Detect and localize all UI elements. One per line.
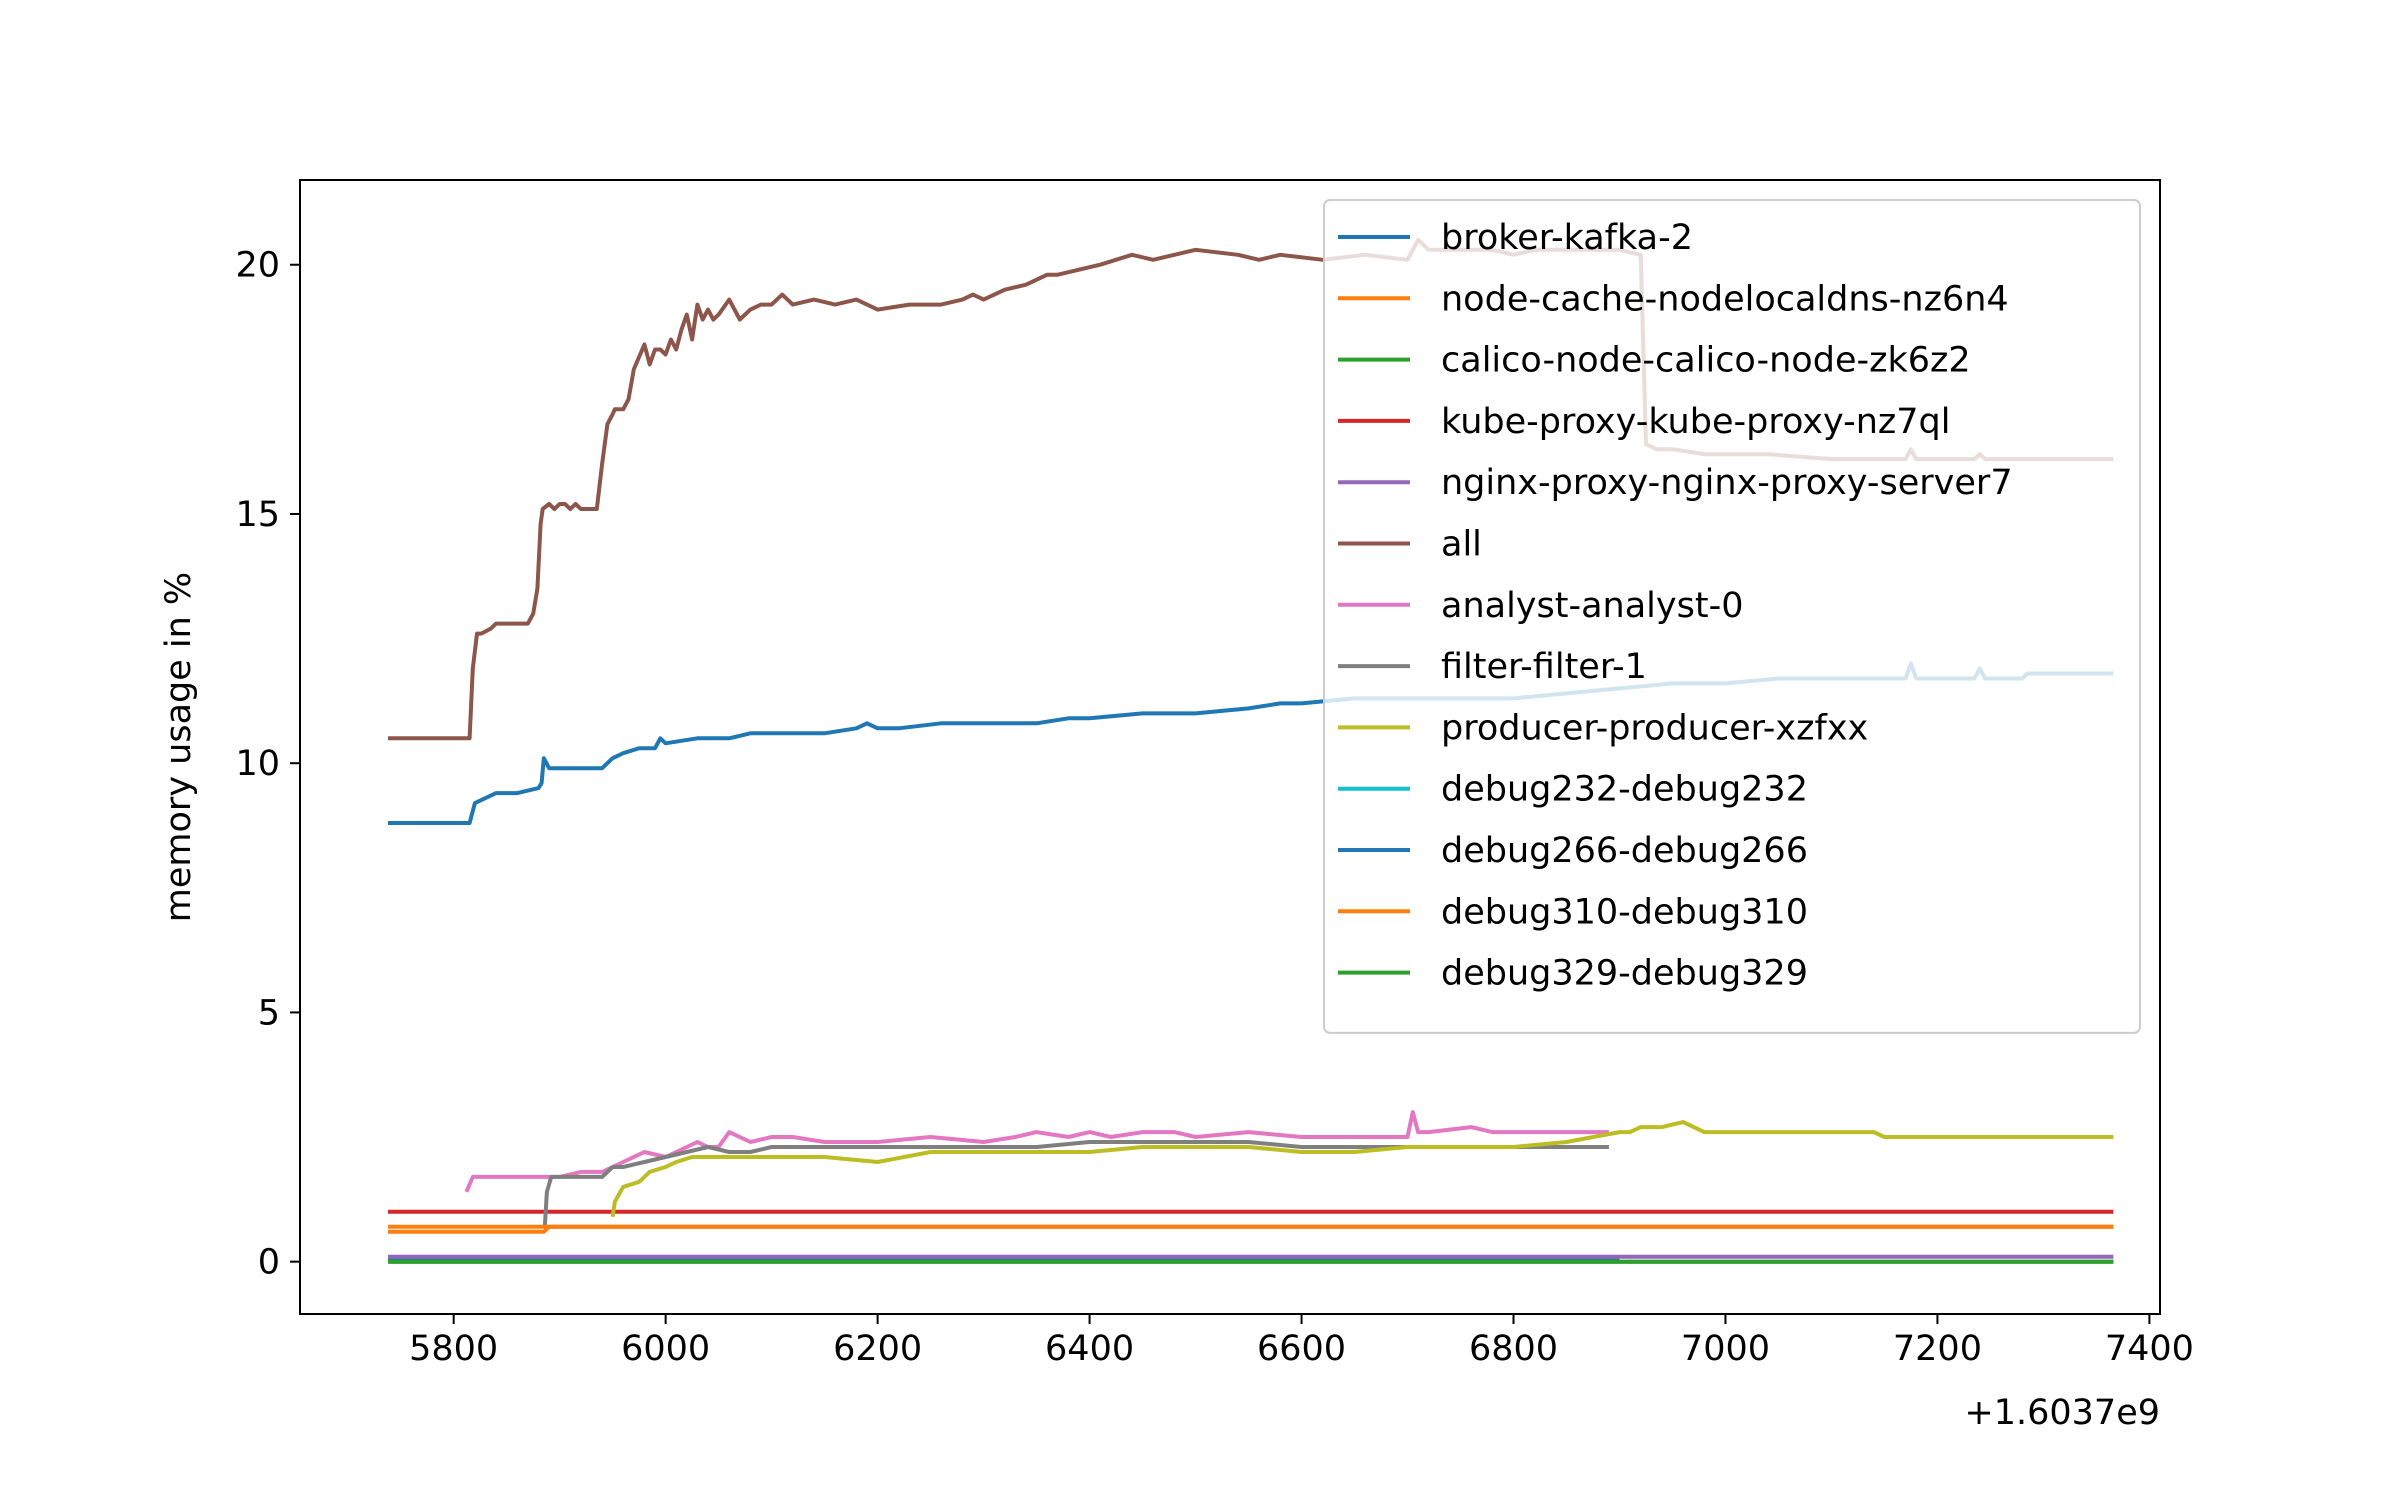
legend-label: kube-proxy-kube-proxy-nz7ql <box>1441 402 1951 442</box>
y-tick-label: 0 <box>258 1243 280 1283</box>
legend: broker-kafka-2 node-cache-nodelocaldns-nz… <box>1323 199 2141 1034</box>
x-tick-label: 5800 <box>409 1329 498 1369</box>
x-offset-label: +1.6037e9 <box>1964 1393 2160 1433</box>
y-tick-label: 5 <box>258 993 280 1033</box>
x-tick-label: 6800 <box>1469 1329 1558 1369</box>
x-tick-label: 7400 <box>2105 1329 2194 1369</box>
x-tick-label: 6400 <box>1045 1329 1134 1369</box>
legend-label: calico-node-calico-node-zk6z2 <box>1441 341 1971 381</box>
legend-label: broker-kafka-2 <box>1441 218 1693 258</box>
x-tick-label: 6600 <box>1257 1329 1346 1369</box>
legend-label: debug329-debug329 <box>1441 954 1808 994</box>
x-tick-label: 6200 <box>833 1329 922 1369</box>
y-axis-label: memory usage in % <box>159 572 199 922</box>
legend-label: debug232-debug232 <box>1441 770 1808 810</box>
y-axis: 0 5 10 15 20 <box>235 246 300 1283</box>
legend-label: nginx-proxy-nginx-proxy-server7 <box>1441 463 2013 503</box>
legend-label: all <box>1441 525 1482 565</box>
y-tick-label: 20 <box>235 246 280 286</box>
series-line-analyst-analyst-0 <box>464 1110 1609 1193</box>
plot-frame <box>299 179 2161 1315</box>
legend-label: debug266-debug266 <box>1441 831 1808 871</box>
legend-label: filter-filter-1 <box>1441 647 1647 687</box>
legend-label: debug310-debug310 <box>1441 892 1808 932</box>
series-line-producer-producer-xzfxx <box>610 1120 2114 1218</box>
y-tick-label: 15 <box>235 495 280 535</box>
x-tick-label: 6000 <box>621 1329 710 1369</box>
series-line-filter-filter-1 <box>542 1140 1609 1227</box>
legend-label: producer-producer-xzfxx <box>1441 708 1868 748</box>
x-axis: 5800 6000 6200 6400 6600 6800 7000 7200 7400 <box>409 1314 2194 1369</box>
legend-label: node-cache-nodelocaldns-nz6n4 <box>1441 279 2009 319</box>
y-tick-label: 10 <box>235 744 280 784</box>
legend-label: analyst-analyst-0 <box>1441 586 1743 626</box>
legend-box <box>1323 199 2141 1034</box>
x-tick-label: 7200 <box>1893 1329 1982 1369</box>
x-tick-label: 7000 <box>1681 1329 1770 1369</box>
